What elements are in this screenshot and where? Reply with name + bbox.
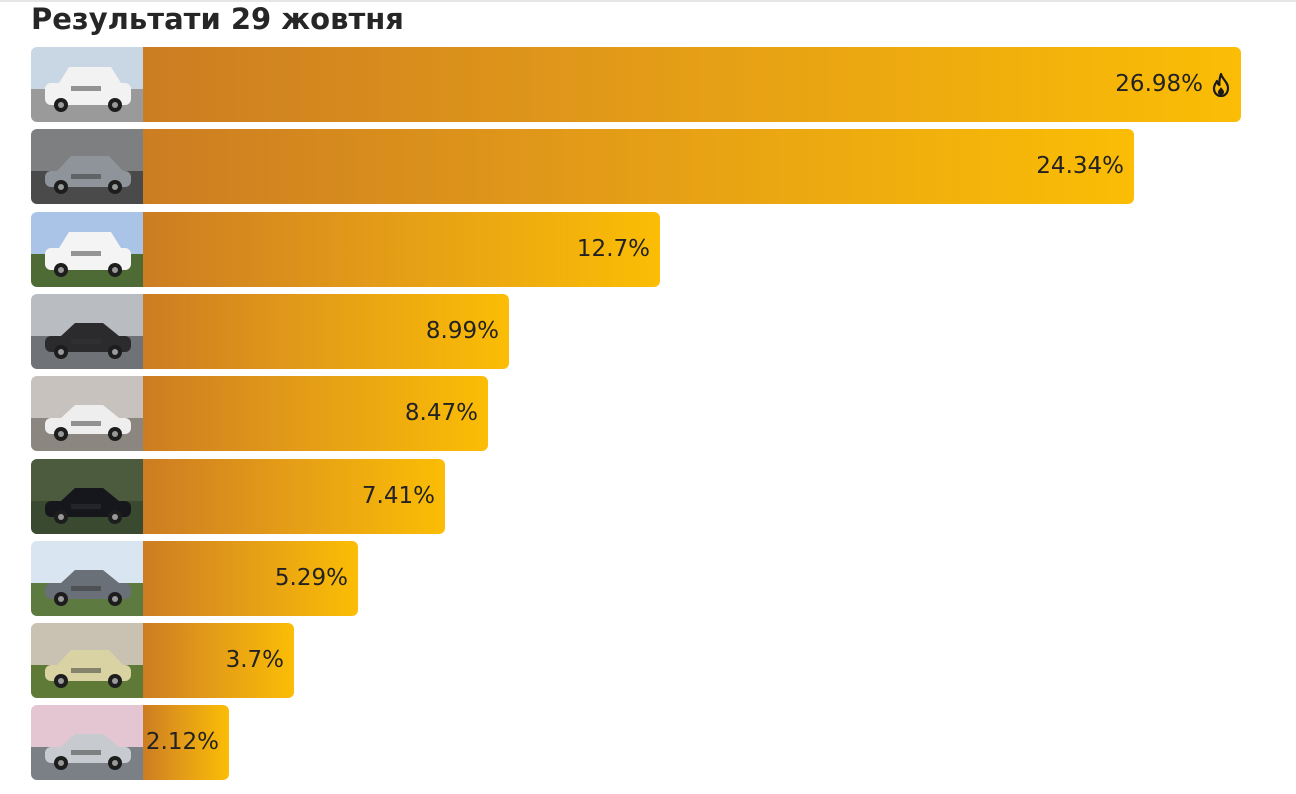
bar: 2.12% [143, 705, 229, 780]
bar-row: 3.7% [31, 623, 1241, 698]
black-sedan-photo [31, 459, 143, 534]
top-divider [0, 0, 1296, 2]
white-suv-photo [31, 47, 143, 122]
silver-sedan-photo [31, 705, 143, 780]
data-label-text: 24.34% [1036, 153, 1124, 179]
data-label: 24.34% [1036, 129, 1124, 204]
bar-row: 8.47% [31, 376, 1241, 451]
data-label-text: 8.99% [425, 318, 499, 344]
white-sedan-photo [31, 376, 143, 451]
bar-row: 7.41% [31, 459, 1241, 534]
bar: 8.99% [143, 294, 509, 369]
bar: 5.29% [143, 541, 358, 616]
data-label: 7.41% [362, 459, 435, 534]
dark-sedan-photo [31, 294, 143, 369]
bar-row: 8.99% [31, 294, 1241, 369]
grey-liftback-photo [31, 541, 143, 616]
data-label-text: 26.98% [1115, 71, 1203, 97]
bar-row: 12.7% [31, 212, 1241, 287]
bar: 12.7% [143, 212, 660, 287]
fire-icon [1211, 72, 1231, 97]
data-label-text: 5.29% [274, 565, 348, 591]
bar: 8.47% [143, 376, 488, 451]
data-label: 8.47% [405, 376, 478, 451]
data-label: 5.29% [275, 541, 348, 616]
beige-hatchback-photo [31, 623, 143, 698]
data-label: 12.7% [577, 212, 650, 287]
data-label: 2.12% [146, 705, 219, 780]
data-label-text: 2.12% [145, 729, 219, 755]
bar: 26.98% [143, 47, 1241, 122]
bar-row: 26.98% [31, 47, 1241, 122]
data-label: 8.99% [426, 294, 499, 369]
data-label-text: 12.7% [576, 236, 650, 262]
bar-row: 24.34% [31, 129, 1241, 204]
data-label-text: 7.41% [361, 483, 435, 509]
grey-hatchback-photo [31, 129, 143, 204]
bar: 3.7% [143, 623, 294, 698]
data-label-text: 8.47% [404, 400, 478, 426]
bar-row: 5.29% [31, 541, 1241, 616]
bar-row: 2.12% [31, 705, 1241, 780]
bar: 24.34% [143, 129, 1134, 204]
data-label-text: 3.7% [225, 647, 284, 673]
white-offroader-photo [31, 212, 143, 287]
data-label: 3.7% [226, 623, 284, 698]
bar: 7.41% [143, 459, 445, 534]
page-title: Результати 29 жовтня [31, 2, 404, 36]
data-label: 26.98% [1115, 47, 1231, 122]
